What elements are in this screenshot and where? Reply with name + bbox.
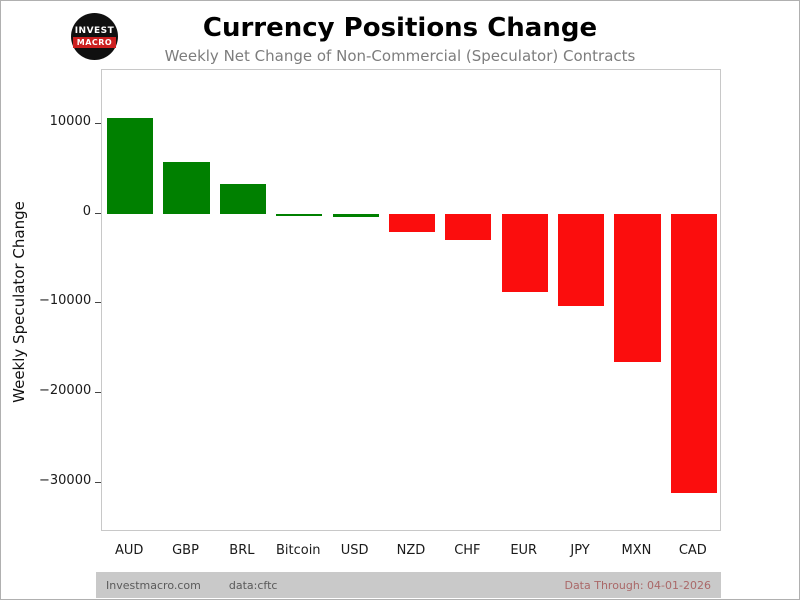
y-tick-label: −20000: [39, 382, 92, 398]
y-tick-label: −30000: [39, 472, 92, 488]
chart-title: Currency Positions Change: [202, 13, 598, 43]
y-tick-mark: [95, 212, 101, 214]
x-tick-label: NZD: [396, 543, 426, 558]
plot-area: [101, 69, 721, 531]
y-tick-label: −10000: [39, 293, 92, 309]
bar-CHF: [445, 213, 492, 240]
bar-JPY: [557, 213, 605, 306]
logo-text-macro: MACRO: [72, 36, 117, 48]
y-tick-mark: [95, 122, 101, 124]
footer-site-text: Investmacro.com: [106, 578, 201, 592]
x-tick-label: CHF: [454, 543, 481, 558]
investmacro-logo: INVEST MACRO: [71, 13, 118, 60]
bar-NZD: [388, 213, 436, 233]
y-tick-mark: [95, 302, 101, 304]
x-tick-label: USD: [340, 543, 369, 558]
x-tick-label: GBP: [172, 543, 199, 558]
bar-USD: [332, 213, 379, 218]
bar-MXN: [614, 213, 661, 363]
x-tick-label: JPY: [570, 543, 590, 558]
x-tick-label: CAD: [678, 543, 707, 558]
bar-CAD: [670, 213, 717, 494]
y-tick-label: 10000: [49, 113, 91, 129]
footer-data-through: Data Through: 04-01-2026: [564, 578, 711, 592]
bar-Bitcoin: [276, 213, 323, 217]
footer-source-text: data:cftc: [228, 578, 278, 592]
y-tick-label: 0: [82, 203, 91, 219]
x-tick-label: EUR: [510, 543, 538, 558]
bar-AUD: [107, 118, 154, 214]
bar-BRL: [219, 183, 266, 214]
chart-subtitle: Weekly Net Change of Non-Commercial (Spe…: [164, 47, 636, 65]
y-axis-label: Weekly Speculator Change: [10, 201, 28, 403]
bar-GBP: [163, 162, 210, 214]
x-tick-label: AUD: [114, 543, 144, 558]
x-tick-label: MXN: [621, 543, 652, 558]
x-tick-label: BRL: [229, 543, 255, 558]
footer-bar: Investmacro.com data:cftc Data Through: …: [96, 572, 721, 598]
bar-EUR: [501, 213, 548, 293]
x-tick-label: Bitcoin: [275, 543, 321, 558]
y-tick-mark: [95, 481, 101, 483]
y-tick-mark: [95, 391, 101, 393]
logo-text-invest: INVEST: [74, 25, 115, 36]
